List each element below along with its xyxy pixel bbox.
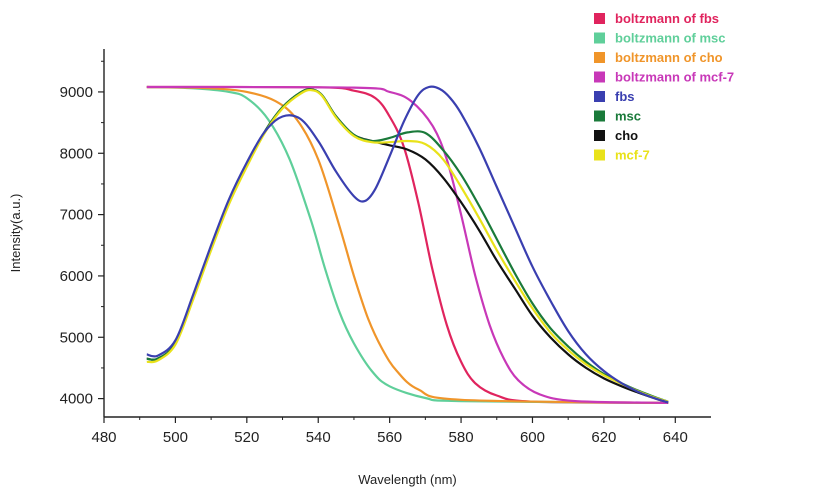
legend-label: msc xyxy=(615,109,641,124)
series-line-boltzmann-of-fbs xyxy=(146,85,669,404)
y-tick-label: 8000 xyxy=(60,145,93,162)
legend-swatch xyxy=(594,91,605,102)
legend-swatch xyxy=(594,149,605,161)
y-tick-label: 4000 xyxy=(60,391,93,408)
legend-label: boltzmann of msc xyxy=(615,31,726,46)
x-axis-title: Wavelength (nm) xyxy=(358,472,457,487)
y-tick-label: 5000 xyxy=(60,329,93,346)
series-line-boltzmann-of-cho xyxy=(146,85,669,404)
series-line-msc xyxy=(146,88,669,403)
x-tick-label: 520 xyxy=(234,429,259,446)
y-tick-label: 7000 xyxy=(60,207,93,224)
x-tick-label: 480 xyxy=(91,429,116,446)
series-line-fbs xyxy=(146,85,669,404)
x-tick-label: 600 xyxy=(520,429,545,446)
legend-swatch xyxy=(594,32,605,44)
x-tick-label: 540 xyxy=(306,429,331,446)
legend-label: boltzmann of cho xyxy=(615,50,723,65)
legend-swatch xyxy=(594,71,605,83)
series-line-mcf-7 xyxy=(146,88,669,403)
y-tick-label: 6000 xyxy=(60,268,93,285)
legend-swatch xyxy=(594,52,605,63)
series-line-boltzmann-of-mcf-7 xyxy=(146,85,669,404)
x-tick-label: 620 xyxy=(591,429,616,446)
axes: 480 500 520 540 560 580 600 620 640 4000 5000 6000 7… xyxy=(60,49,711,446)
x-tick-label: 640 xyxy=(663,429,688,446)
legend-swatch xyxy=(594,130,605,141)
legend-label: fbs xyxy=(615,89,635,104)
legend: boltzmann of fbs boltzmann of msc boltzman… xyxy=(594,11,734,163)
series-layer xyxy=(146,85,669,404)
x-tick-label: 500 xyxy=(163,429,188,446)
legend-label: boltzmann of fbs xyxy=(615,11,719,26)
x-tick-label: 560 xyxy=(377,429,402,446)
legend-label: mcf-7 xyxy=(615,148,650,163)
legend-swatch xyxy=(594,110,605,122)
legend-label: boltzmann of mcf-7 xyxy=(615,70,734,85)
x-tick-label: 580 xyxy=(449,429,474,446)
series-line-boltzmann-of-msc xyxy=(146,85,669,404)
y-tick-label: 9000 xyxy=(60,84,93,101)
y-axis-title: Intensity(a.u.) xyxy=(8,194,23,273)
legend-swatch xyxy=(594,13,605,24)
series-line-cho xyxy=(146,88,669,404)
legend-label: cho xyxy=(615,128,638,143)
